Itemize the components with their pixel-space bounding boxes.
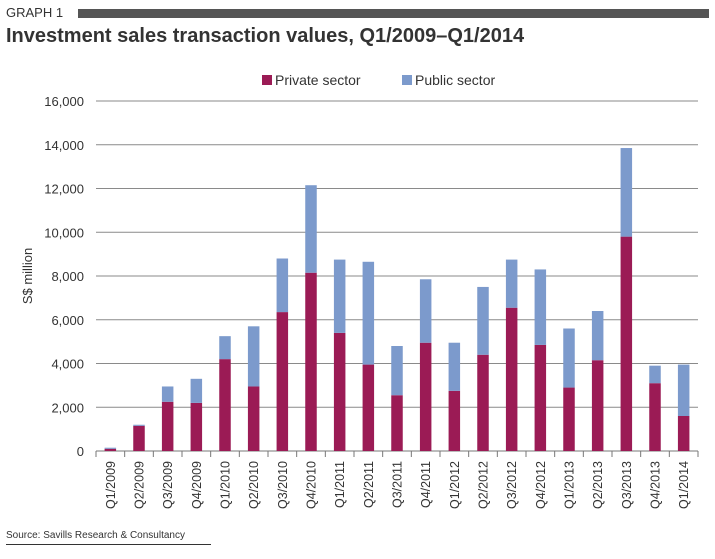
chart-title: Investment sales transaction values, Q1/… [6,25,525,47]
x-tick-label: Q1/2012 [448,461,462,509]
bar-private [190,402,203,451]
bar-public [104,447,117,449]
header-rule [78,9,709,18]
bar-public [161,386,174,402]
bar-public [419,279,432,343]
bar-private [419,342,432,451]
x-tick-label: Q3/2013 [620,461,634,509]
bar-public [133,424,145,426]
source-note: Source: Savills Research & Consultancy [6,530,185,541]
bar-public [505,259,518,308]
bar-public [247,326,260,387]
x-tick-label: Q3/2009 [161,461,175,509]
bar-private [534,344,547,451]
bar-private [677,416,690,451]
x-tick-label: Q2/2013 [591,461,605,509]
x-tick-label: Q1/2014 [677,461,691,509]
bar-private [391,395,403,451]
source-rule [6,544,211,545]
bar-public [190,378,203,403]
bar-private [591,360,604,451]
bar-public [620,148,633,237]
bar-private [563,387,575,451]
y-axis-label: S$ million [20,248,35,304]
bar-private [104,448,117,451]
bar-public [591,311,604,361]
x-tick-label: Q2/2012 [477,461,491,509]
bar-public [563,328,575,388]
y-tick-label: 6,000 [51,313,84,328]
legend-label: Private sector [275,72,361,88]
graph-label: GRAPH 1 [6,5,64,20]
x-tick-label: Q2/2009 [133,461,147,509]
bar-private [305,272,317,451]
x-tick-label: Q3/2011 [391,461,405,508]
bar-private [649,383,661,451]
legend-label: Public sector [415,72,495,88]
x-tick-label: Q4/2010 [305,461,319,509]
bar-private [362,364,375,451]
y-tick-label: 12,000 [44,182,84,197]
bar-private [133,425,145,451]
y-tick-label: 10,000 [44,225,84,240]
bar-public [677,364,690,416]
bar-private [247,386,260,451]
bar-public [333,259,346,333]
x-tick-label: Q4/2011 [419,461,433,508]
bar-public [477,286,489,355]
y-tick-label: 4,000 [51,357,84,372]
legend-swatch [262,75,272,85]
x-tick-label: Q4/2009 [190,461,204,509]
bar-public [534,269,547,345]
bar-public [276,258,289,313]
bar-private [333,332,346,451]
y-tick-label: 2,000 [51,400,84,415]
x-tick-label: Q1/2009 [104,461,118,509]
legend-swatch [402,75,412,85]
x-tick-label: Q1/2013 [563,461,577,509]
bar-private [620,236,633,451]
y-tick-label: 8,000 [51,269,84,284]
x-tick-label: Q4/2012 [534,461,548,509]
bar-public [391,346,403,396]
bar-public [448,342,461,391]
y-tick-label: 16,000 [44,94,84,109]
bar-private [276,312,289,451]
x-tick-label: Q3/2010 [276,461,290,509]
bar-public [362,261,375,365]
bar-public [219,336,231,360]
bar-private [219,359,231,451]
bar-private [505,307,518,451]
x-tick-label: Q1/2011 [333,461,347,508]
x-tick-label: Q2/2010 [247,461,261,509]
x-tick-label: Q3/2012 [505,461,519,509]
x-tick-label: Q4/2013 [649,461,663,509]
bar-private [448,390,461,451]
x-tick-label: Q1/2010 [219,461,233,509]
bar-public [305,185,317,273]
bar-private [477,354,489,451]
x-tick-label: Q2/2011 [362,461,376,508]
bar-public [649,365,661,384]
bar-private [161,401,174,451]
y-tick-label: 14,000 [44,138,84,153]
y-tick-label: 0 [77,444,84,459]
